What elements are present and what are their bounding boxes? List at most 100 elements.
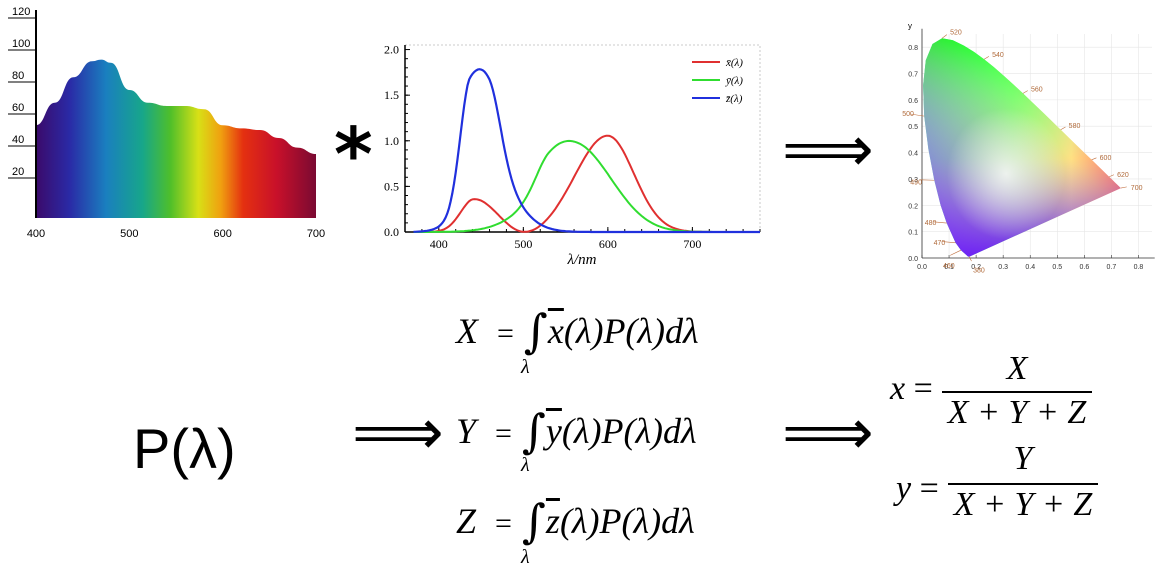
wavelength-label: 470 bbox=[934, 240, 946, 247]
eq-Z-integrand: (λ)P(λ)dλ bbox=[559, 501, 695, 541]
wavelength-label: 460 bbox=[943, 263, 955, 270]
spectrum-y-ticks: 120 100 80 60 40 20 bbox=[8, 6, 36, 179]
chroma-y-tick-label: 0.3 bbox=[908, 177, 918, 184]
wavelength-label: 380 bbox=[973, 268, 985, 275]
chroma-x-tick-label: 0.5 bbox=[1052, 264, 1062, 271]
ratio-y-lhs: y = bbox=[896, 470, 939, 507]
chroma-y-tick-label: 0.8 bbox=[908, 45, 918, 52]
eq-Y-int-var: λ bbox=[521, 454, 530, 476]
convolve-operator: * bbox=[334, 112, 373, 198]
spectrum-y-tick-label: 20 bbox=[12, 166, 24, 178]
cmf-x-tick-label: 500 bbox=[514, 237, 532, 251]
wavelength-label: 490 bbox=[910, 179, 922, 186]
chroma-x-tick-label: 0.8 bbox=[1134, 264, 1144, 271]
spectrum-x-tick-label: 700 bbox=[307, 228, 325, 240]
cmf-x-tick-label: 600 bbox=[599, 237, 617, 251]
eq-Y-lhs: Y bbox=[456, 411, 477, 451]
cmf-y-tick-label: 2.0 bbox=[384, 43, 399, 57]
white-point-glow bbox=[923, 38, 1121, 257]
integral-sign-icon: ∫ bbox=[523, 304, 548, 358]
cmf-legend: x̄(λ) ȳ(λ) z̄(λ) bbox=[692, 57, 743, 105]
chroma-y-tick-label: 0.6 bbox=[908, 98, 918, 105]
cmf-y-tick-label: 1.0 bbox=[384, 134, 399, 148]
wavelength-label: 520 bbox=[950, 29, 962, 36]
legend-z-label: z̄(λ) bbox=[725, 93, 743, 105]
spectral-power-label: P(λ) bbox=[133, 417, 236, 480]
arrow-to-integrals: ⟹ bbox=[352, 396, 444, 470]
ratio-y-fraction-bar bbox=[948, 483, 1098, 485]
eq-Y-equals: = bbox=[495, 417, 512, 450]
integral-sign-icon: ∫ bbox=[521, 404, 546, 458]
equation-X: X = ∫x(λ)P(λ)dλ bbox=[456, 300, 699, 358]
wavelength-tick bbox=[968, 256, 972, 262]
chroma-y-tick-label: 0.1 bbox=[908, 230, 918, 237]
ratio-x-numerator: X bbox=[1006, 350, 1028, 387]
cmf-y-ticks: 0.0 0.5 1.0 1.5 2.0 bbox=[384, 43, 410, 239]
chroma-y-axis-label: y bbox=[908, 21, 912, 30]
cmf-y-tick-label: 0.5 bbox=[384, 179, 399, 193]
legend-x-label: x̄(λ) bbox=[725, 57, 743, 69]
cmf-x-tick-label: 700 bbox=[683, 237, 701, 251]
spectrum-area bbox=[36, 59, 316, 218]
chroma-y-tick-label: 0.5 bbox=[908, 124, 918, 131]
eq-Y-integrand: (λ)P(λ)dλ bbox=[561, 411, 697, 451]
wavelength-tick bbox=[933, 221, 947, 224]
eq-X-equals: = bbox=[497, 317, 514, 350]
eq-X-int-var: λ bbox=[521, 356, 530, 378]
eq-Z-lhs: Z bbox=[456, 501, 477, 541]
spectrum-y-tick-label: 60 bbox=[12, 102, 24, 114]
equation-Y: Y = ∫y(λ)P(λ)dλ bbox=[456, 400, 697, 458]
chroma-y-tick-label: 0.0 bbox=[908, 256, 918, 263]
cmf-z-bar-curve bbox=[413, 68, 760, 234]
spectrum-x-ticks: 400 500 600 700 bbox=[27, 228, 325, 240]
wavelength-label: 500 bbox=[902, 111, 914, 118]
spectrum-plot: 120 100 80 60 40 20 400 500 600 700 bbox=[8, 6, 325, 240]
eq-X-cmf: x bbox=[547, 311, 564, 351]
ratio-y: y = Y X + Y + Z bbox=[896, 440, 1116, 530]
cmf-y-tick-label: 1.5 bbox=[384, 88, 399, 102]
ratio-y-denominator: X + Y + Z bbox=[953, 486, 1093, 523]
cmf-plot: 0.0 0.5 1.0 1.5 2.0 400 500 600 700 λ/nm x̄(λ) … bbox=[384, 43, 761, 268]
chroma-x-tick-label: 0.4 bbox=[1025, 264, 1035, 271]
ratio-x-denominator: X + Y + Z bbox=[947, 394, 1087, 431]
spectrum-x-tick-label: 500 bbox=[120, 228, 138, 240]
eq-Z-cmf: z bbox=[545, 501, 560, 541]
ratio-x-fraction-bar bbox=[942, 391, 1092, 393]
eq-Y-cmf: y bbox=[545, 411, 562, 451]
wavelength-tick bbox=[983, 56, 990, 60]
chroma-y-tick-label: 0.2 bbox=[908, 203, 918, 210]
eq-X-lhs: X bbox=[456, 311, 478, 351]
eq-Z-int-var: λ bbox=[521, 546, 530, 568]
eq-Z-equals: = bbox=[495, 507, 512, 540]
cmf-y-tick-label: 0.0 bbox=[384, 225, 399, 239]
chromaticity-diagram: yx0.80.70.60.50.40.30.20.10.00.00.10.20.… bbox=[902, 21, 1155, 275]
wavelength-tick bbox=[910, 113, 925, 117]
chroma-x-tick-label: 0.6 bbox=[1079, 264, 1089, 271]
ratio-y-numerator: Y bbox=[1013, 440, 1033, 477]
arrow-to-ratios: ⟹ bbox=[782, 396, 874, 470]
chroma-y-tick-label: 0.4 bbox=[908, 151, 918, 158]
wavelength-label: 700 bbox=[1131, 185, 1143, 192]
spectrum-x-tick-label: 600 bbox=[213, 228, 231, 240]
chroma-x-tick-label: 0.0 bbox=[917, 264, 927, 271]
ratio-x-lhs: x = bbox=[890, 370, 933, 407]
wavelength-tick bbox=[1108, 174, 1115, 178]
cmf-x-bar-curve bbox=[413, 134, 760, 233]
wavelength-tick bbox=[950, 249, 962, 256]
wavelength-tick bbox=[1091, 157, 1097, 161]
chroma-y-tick-label: 0.7 bbox=[908, 72, 918, 79]
spectrum-x-tick-label: 400 bbox=[27, 228, 45, 240]
ratio-x: x = X X + Y + Z bbox=[890, 350, 1110, 440]
wavelength-tick bbox=[942, 241, 956, 244]
chroma-x-tick-label: 0.3 bbox=[998, 264, 1008, 271]
wavelength-label: 480 bbox=[925, 220, 937, 227]
equation-Z: Z = ∫z(λ)P(λ)dλ bbox=[456, 490, 695, 548]
wavelength-tick bbox=[1060, 126, 1066, 131]
spectrum-y-tick-label: 120 bbox=[12, 6, 30, 18]
wavelength-label: 560 bbox=[1031, 86, 1043, 93]
spectrum-y-tick-label: 100 bbox=[12, 38, 30, 50]
spectrum-y-tick-label: 40 bbox=[12, 134, 24, 146]
legend-y-label: ȳ(λ) bbox=[725, 75, 743, 87]
chroma-x-tick-label: 0.7 bbox=[1107, 264, 1117, 271]
